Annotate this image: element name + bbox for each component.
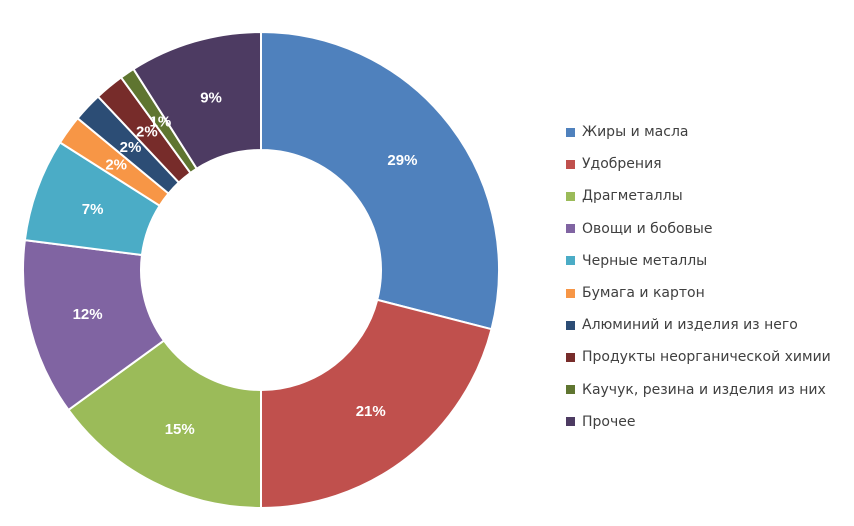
legend-label: Прочее [582,413,636,430]
legend-item: Продукты неорганической химии [566,341,831,373]
slice-label-3: 15% [165,421,195,438]
legend-label: Овощи и бобовые [582,220,713,237]
donut-slices [22,30,500,510]
slice-label-10: 9% [200,90,222,107]
legend-item: Жиры и масла [566,116,831,148]
legend-label: Каучук, резина и изделия из них [582,381,826,398]
legend-label: Продукты неорганической химии [582,349,831,366]
slice-label-8: 2% [136,124,158,141]
legend-item: Овощи и бобовые [566,213,831,245]
legend-swatch [566,127,575,137]
slice-10 [132,30,262,171]
slice-label-5: 7% [82,201,104,218]
legend-swatch [566,159,575,169]
legend-swatch [566,385,575,395]
slice-label-2: 21% [356,403,386,420]
legend-item: Черные металлы [566,245,831,277]
legend-item: Прочее [566,406,831,438]
legend-label: Жиры и масла [582,124,689,141]
legend-swatch [566,417,575,427]
slice-label-4: 12% [73,306,103,323]
legend-item: Драгметаллы [566,180,831,212]
legend-swatch [566,352,575,362]
legend-label: Драгметаллы [582,188,683,205]
legend-swatch [566,288,575,298]
slice-3 [67,339,262,510]
slice-label-1: 29% [387,152,417,169]
slice-labels: 29%21%15%12%7%2%2%2%1%9% [73,90,418,438]
legend-swatch [566,256,575,266]
legend-item: Алюминий и изделия из него [566,309,831,341]
legend: Жиры и масла Удобрения Драгметаллы Овощи и … [566,116,831,438]
slice-label-9: 1% [150,113,172,130]
legend-swatch [566,224,575,234]
slice-label-6: 2% [105,156,127,173]
legend-label: Черные металлы [582,252,708,269]
legend-swatch [566,320,575,330]
legend-label: Удобрения [582,156,662,173]
legend-item: Удобрения [566,148,831,180]
legend-item: Каучук, резина и изделия из них [566,374,831,406]
slice-2 [260,298,493,510]
legend-swatch [566,191,575,201]
legend-label: Алюминий и изделия из него [582,317,798,334]
slice-1 [260,30,500,331]
legend-label: Бумага и картон [582,285,705,302]
legend-item: Бумага и картон [566,277,831,309]
slice-label-7: 2% [120,139,142,156]
